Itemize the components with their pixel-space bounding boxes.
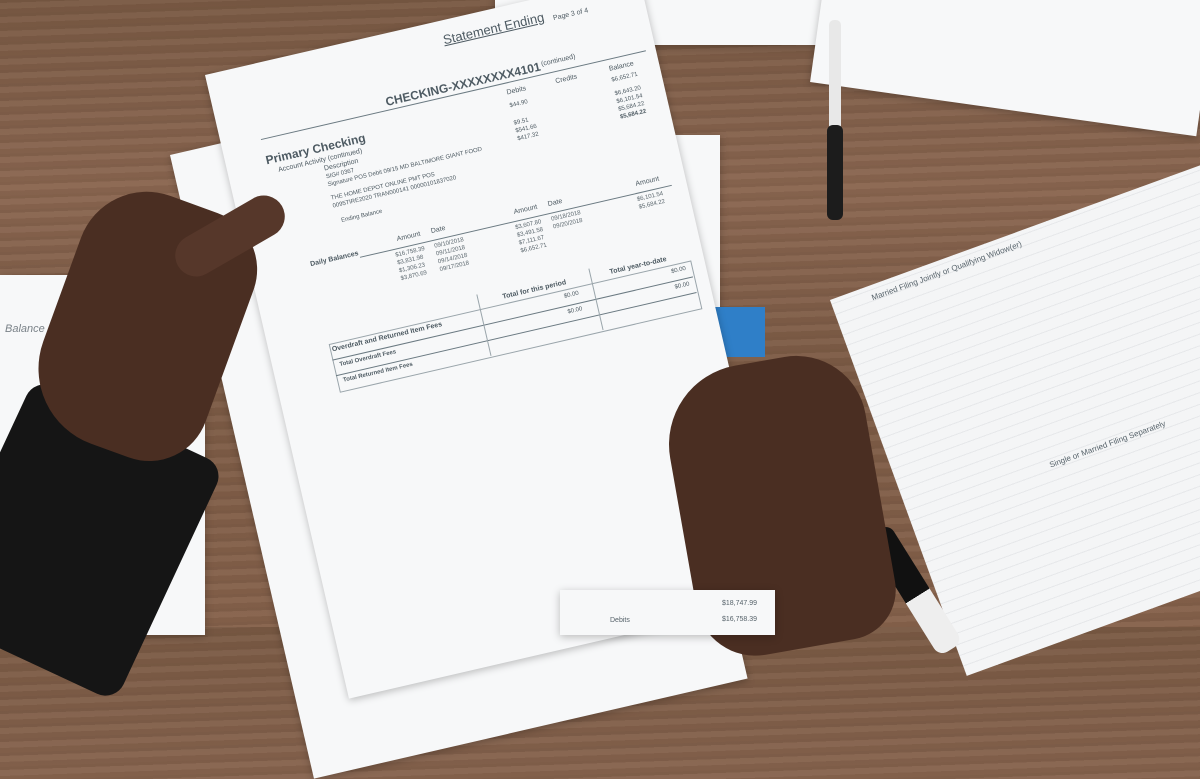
debit: $44.90 [509,99,529,110]
col-debits: Debits [506,85,527,97]
col-balance: Balance [608,60,635,73]
col-credits: Credits [554,73,578,86]
bottom-debits: Debits [610,617,630,624]
bottom-paper: Debits $18,747.99 $16,758.39 [560,590,775,635]
amount-label: Amount [513,203,539,216]
daily-balances-label: Daily Balances [309,250,360,269]
page-number: Page 3 of 4 [552,7,589,23]
date-label: Date [430,224,447,236]
pen [826,20,846,225]
date-label: Date [547,197,564,209]
top-right-paper [810,0,1200,137]
balance: $6,652.71 [611,71,639,84]
ending-balance-label: Ending Balance [340,208,383,224]
bottom-amount-2: $16,758.39 [722,616,758,623]
amount-label: Amount [396,230,422,243]
statement-header: Statement Ending [441,9,546,48]
amount-label: Amount [634,175,660,188]
bottom-amount-1: $18,747.99 [722,600,758,607]
tax-title-2: Single or Married Filing Separately [1048,419,1167,470]
tax-title-1: Married Filing Jointly or Qualifying Wid… [870,239,1023,303]
continued-label: (continued) [540,53,577,68]
